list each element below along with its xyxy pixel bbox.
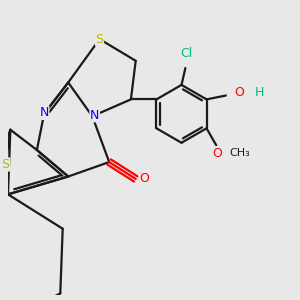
Text: CH₃: CH₃ — [229, 148, 250, 158]
Text: N: N — [90, 109, 99, 122]
Text: H: H — [255, 85, 264, 99]
Text: S: S — [2, 158, 10, 171]
Text: Cl: Cl — [180, 47, 193, 60]
Text: O: O — [213, 147, 223, 160]
Text: O: O — [140, 172, 149, 185]
Text: S: S — [96, 33, 104, 46]
Text: N: N — [39, 106, 49, 119]
Text: O: O — [234, 85, 244, 99]
